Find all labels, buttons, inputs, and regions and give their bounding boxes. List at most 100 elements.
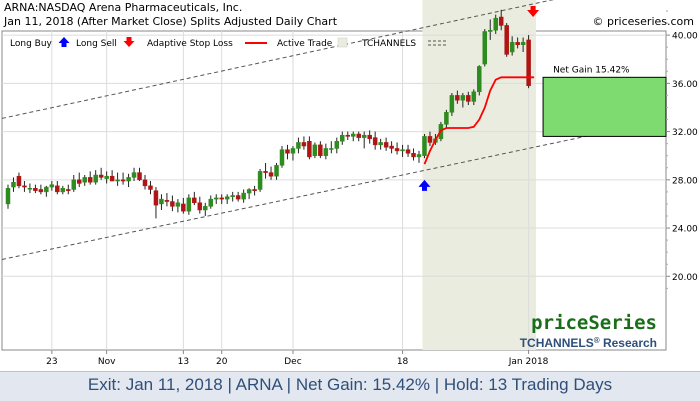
- legend-buy-icon: [58, 37, 70, 47]
- candle-body: [38, 189, 44, 193]
- legend-long-buy: Long Buy: [10, 39, 53, 49]
- candle: [416, 150, 422, 163]
- x-tick-label: 23: [46, 357, 57, 367]
- candle: [38, 184, 44, 195]
- candle: [394, 142, 400, 155]
- candle: [509, 36, 515, 56]
- candle-body: [115, 179, 120, 182]
- adaptive-stop-loss-line: [423, 76, 535, 165]
- candle: [427, 131, 433, 147]
- candle-body: [98, 174, 104, 178]
- candle: [515, 37, 520, 49]
- candle: [33, 184, 38, 194]
- candle-body: [477, 66, 482, 93]
- candle-body: [66, 189, 71, 191]
- candle-body: [329, 148, 334, 150]
- candle-body: [164, 200, 170, 202]
- candle: [301, 136, 307, 150]
- footer-text: Exit: Jan 11, 2018 | ARNA | Net Gain: 15…: [87, 375, 613, 394]
- candle-body: [274, 165, 279, 177]
- candle: [137, 167, 142, 182]
- candle-body: [192, 197, 197, 203]
- candle: [109, 170, 115, 182]
- candle: [340, 131, 345, 145]
- candle-body: [405, 149, 411, 154]
- candle: [181, 197, 186, 214]
- candle: [44, 185, 49, 197]
- candle: [76, 172, 82, 188]
- candle: [126, 173, 131, 188]
- candle-body: [263, 171, 268, 173]
- candle: [104, 171, 109, 184]
- candle-body: [213, 197, 219, 200]
- candle: [164, 193, 170, 207]
- candle-body: [520, 42, 526, 45]
- candle: [400, 144, 405, 157]
- tagline-rest: Research: [600, 336, 657, 350]
- candle: [197, 196, 203, 214]
- candle: [93, 170, 98, 185]
- candle-body: [318, 144, 323, 156]
- candle: [274, 162, 279, 180]
- candle-body: [55, 185, 60, 193]
- candle: [153, 187, 159, 219]
- candle-body: [526, 39, 531, 87]
- candle-body: [87, 177, 93, 183]
- candle: [504, 23, 509, 57]
- candle: [290, 146, 296, 161]
- candle-body: [356, 133, 361, 138]
- candle: [460, 92, 466, 108]
- candle-body: [290, 148, 296, 154]
- candle: [455, 90, 460, 104]
- candle-body: [246, 189, 252, 194]
- candle-body: [301, 142, 307, 147]
- x-tick-label: 18: [397, 357, 409, 367]
- y-tick-label: 32.00: [672, 128, 698, 138]
- long-sell-arrow: [527, 5, 540, 17]
- tagline-main: TCHANNELS: [520, 336, 594, 350]
- candle: [323, 143, 329, 160]
- candle: [219, 194, 224, 204]
- candle: [334, 137, 340, 154]
- candle: [186, 194, 192, 215]
- candle: [131, 167, 137, 182]
- candle: [60, 185, 66, 195]
- candle: [487, 19, 493, 40]
- candle: [389, 141, 394, 154]
- legend-active-trade-icon: [337, 37, 348, 48]
- candle: [246, 188, 252, 200]
- candle: [285, 144, 290, 160]
- candle-body: [241, 192, 246, 200]
- candle-body: [175, 202, 181, 207]
- candle: [120, 172, 126, 185]
- candle-body: [208, 198, 214, 207]
- candle-body: [137, 172, 142, 181]
- candle-body: [71, 179, 77, 190]
- candle-body: [504, 25, 509, 55]
- candle: [405, 144, 411, 157]
- y-tick-label: 24.00: [672, 225, 698, 235]
- channel-lower-line: [1, 118, 667, 260]
- legend-long-sell: Long Sell: [76, 39, 117, 49]
- candle: [257, 168, 263, 192]
- candle: [213, 194, 219, 204]
- candle-body: [49, 184, 55, 188]
- candle: [82, 174, 87, 186]
- y-tick-label: 36.00: [672, 80, 698, 90]
- candle: [411, 148, 416, 161]
- candle-body: [268, 172, 274, 177]
- candle-body: [257, 171, 263, 190]
- candle: [378, 138, 383, 150]
- candle-body: [186, 197, 192, 212]
- candle-body: [416, 154, 422, 158]
- candle-body: [383, 142, 389, 148]
- candle-body: [323, 148, 329, 156]
- candle-body: [93, 174, 98, 183]
- candle: [367, 130, 372, 144]
- candle: [296, 137, 301, 154]
- priceseries-logo: priceSeries: [531, 312, 657, 334]
- candle: [148, 181, 153, 195]
- tchannels-research-tagline: TCHANNELS® Research: [520, 336, 657, 350]
- candle-body: [159, 198, 164, 205]
